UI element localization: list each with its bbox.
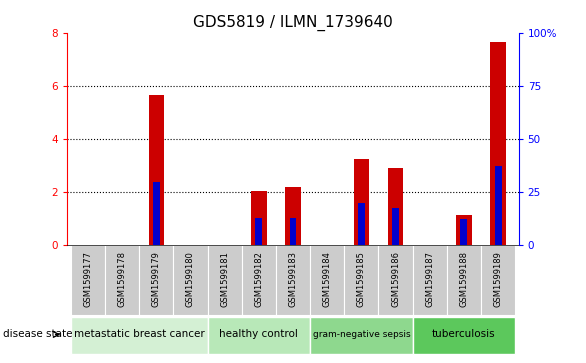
Bar (358, 203, 364, 245)
Bar (495, 166, 502, 245)
Text: GSM1599177: GSM1599177 (83, 251, 93, 307)
Bar (481, 245, 515, 315)
Text: GSM1599188: GSM1599188 (459, 251, 468, 307)
Bar (379, 245, 413, 315)
Bar (242, 245, 276, 315)
Bar (490, 42, 506, 245)
Bar (207, 245, 242, 315)
Bar (105, 245, 139, 315)
Text: GSM1599181: GSM1599181 (220, 251, 229, 307)
Bar (285, 187, 301, 245)
Text: GSM1599185: GSM1599185 (357, 251, 366, 307)
Bar (255, 218, 263, 245)
Text: metastatic breast cancer: metastatic breast cancer (74, 330, 205, 339)
Bar (71, 317, 207, 354)
Bar (139, 245, 173, 315)
Bar (413, 317, 515, 354)
Bar (447, 245, 481, 315)
Bar (153, 182, 160, 245)
Bar (276, 245, 310, 315)
Text: GSM1599178: GSM1599178 (118, 251, 127, 307)
Text: GSM1599187: GSM1599187 (425, 251, 434, 307)
Bar (354, 159, 369, 245)
Text: healthy control: healthy control (219, 330, 298, 339)
Text: GSM1599180: GSM1599180 (186, 251, 195, 307)
Bar (413, 245, 447, 315)
Bar (310, 245, 345, 315)
Text: gram-negative sepsis: gram-negative sepsis (312, 330, 410, 339)
Bar (251, 191, 267, 245)
Text: GSM1599189: GSM1599189 (493, 251, 503, 307)
Text: GDS5819 / ILMN_1739640: GDS5819 / ILMN_1739640 (193, 15, 393, 31)
Bar (149, 95, 164, 245)
Text: GSM1599186: GSM1599186 (391, 251, 400, 307)
Bar (345, 245, 379, 315)
Text: GSM1599184: GSM1599184 (323, 251, 332, 307)
Text: GSM1599182: GSM1599182 (254, 251, 263, 307)
Bar (388, 168, 403, 245)
Bar (207, 317, 310, 354)
Bar (71, 245, 105, 315)
Bar (289, 218, 297, 245)
Bar (392, 208, 399, 245)
Text: tuberculosis: tuberculosis (432, 330, 496, 339)
Text: GSM1599179: GSM1599179 (152, 251, 161, 307)
Bar (461, 219, 468, 245)
Text: GSM1599183: GSM1599183 (288, 251, 298, 307)
Bar (310, 317, 413, 354)
Text: disease state: disease state (3, 330, 73, 339)
Bar (173, 245, 207, 315)
Bar (456, 215, 472, 245)
